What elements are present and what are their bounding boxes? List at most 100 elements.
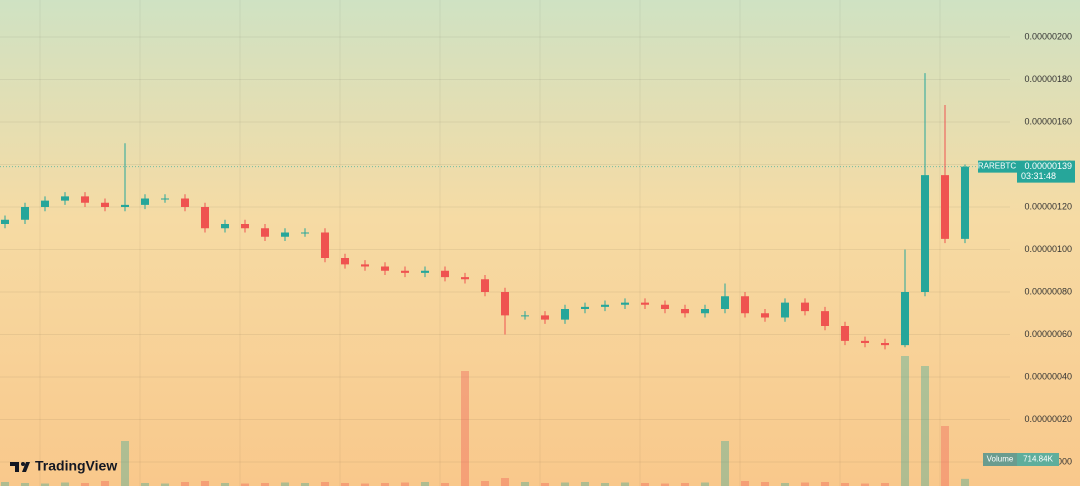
candle-body — [461, 277, 469, 280]
volume-bar — [561, 482, 569, 486]
candle-body — [741, 296, 749, 314]
candle-body — [821, 311, 829, 326]
volume-bar — [721, 441, 729, 486]
volume-bar — [341, 483, 349, 486]
volume-bar — [21, 483, 29, 486]
candle-body — [681, 309, 689, 314]
volume-bar — [821, 482, 829, 486]
volume-bar — [861, 483, 869, 486]
candle-body — [541, 315, 549, 320]
y-tick-label: 0.00000180 — [1024, 74, 1072, 84]
volume-bar — [41, 483, 49, 486]
volume-bar — [261, 483, 269, 486]
candle-body — [41, 200, 49, 207]
candle-body — [881, 343, 889, 346]
candle-body — [941, 175, 949, 239]
symbol-name: RAREBTC — [978, 162, 1016, 171]
volume-bar — [101, 481, 109, 486]
candle-body — [921, 175, 929, 292]
volume-bar — [321, 482, 329, 486]
y-tick-label: 0.00000020 — [1024, 414, 1072, 424]
candle-body — [341, 258, 349, 265]
volume-bar — [201, 481, 209, 486]
candle-body — [521, 315, 529, 317]
candle-body — [181, 198, 189, 207]
volume-bar — [601, 483, 609, 486]
volume-bar — [701, 482, 709, 486]
volume-bar — [781, 483, 789, 486]
y-tick-label: 0.00000120 — [1024, 201, 1072, 211]
candle-body — [661, 304, 669, 309]
candle-body — [261, 228, 269, 237]
candle-body — [901, 292, 909, 346]
candle-body — [141, 198, 149, 205]
volume-bar — [1, 482, 9, 486]
volume-bar — [141, 483, 149, 486]
candle-body — [761, 313, 769, 318]
volume-value-badge — [1017, 453, 1059, 466]
candles — [1, 73, 969, 350]
volume-bar — [161, 483, 169, 486]
symbol-badge — [978, 160, 1017, 173]
volume-name: Volume — [987, 455, 1014, 464]
volume-bar — [81, 483, 89, 486]
y-tick-label: 0.00000160 — [1024, 116, 1072, 126]
volume-bar — [741, 481, 749, 486]
candle-body — [81, 196, 89, 203]
candle-body — [161, 198, 169, 200]
candle-body — [481, 279, 489, 292]
candle-body — [1, 219, 9, 224]
volume-bar — [881, 483, 889, 486]
volume-bar — [581, 482, 589, 486]
candle-body — [421, 270, 429, 273]
volume-bar — [381, 483, 389, 486]
candle-body — [781, 302, 789, 318]
candle-body — [721, 296, 729, 309]
candle-body — [861, 340, 869, 343]
volume-bar — [541, 483, 549, 486]
volume-value: 714.84K — [1023, 455, 1053, 464]
price-badge — [1017, 160, 1075, 183]
volume-bar — [401, 482, 409, 486]
candle-body — [841, 326, 849, 341]
candle-body — [961, 166, 969, 239]
volume-bar — [661, 483, 669, 486]
volume-bar — [801, 482, 809, 486]
volume-bar — [641, 483, 649, 486]
volume-bar — [361, 483, 369, 486]
watermark-text: TradingView — [35, 458, 117, 474]
volume-bar — [921, 366, 929, 486]
candle-body — [121, 204, 129, 207]
candle-body — [221, 224, 229, 229]
volume-bar — [521, 482, 529, 486]
candle-body — [561, 309, 569, 320]
volume-bar — [941, 426, 949, 486]
volume-bars — [1, 356, 969, 486]
countdown: 03:31:48 — [1021, 171, 1056, 181]
candle-body — [101, 202, 109, 207]
volume-bar — [461, 371, 469, 486]
volume-name-badge — [983, 453, 1017, 466]
candle-body — [501, 292, 509, 316]
volume-bar — [841, 483, 849, 486]
candle-body — [321, 232, 329, 258]
volume-bar — [221, 483, 229, 486]
volume-bar — [621, 482, 629, 486]
volume-bar — [961, 478, 969, 486]
candle-body — [201, 207, 209, 229]
candle-body — [701, 309, 709, 314]
volume-bar — [421, 482, 429, 486]
candle-body — [641, 302, 649, 305]
candle-body — [601, 304, 609, 307]
volume-bar — [901, 356, 909, 486]
volume-bar — [61, 482, 69, 486]
vertical-grid — [39, 0, 941, 486]
candle-body — [61, 196, 69, 201]
candle-body — [21, 207, 29, 220]
watermark: TradingView — [10, 458, 117, 474]
volume-bar — [441, 483, 449, 486]
volume-bar — [241, 483, 249, 486]
